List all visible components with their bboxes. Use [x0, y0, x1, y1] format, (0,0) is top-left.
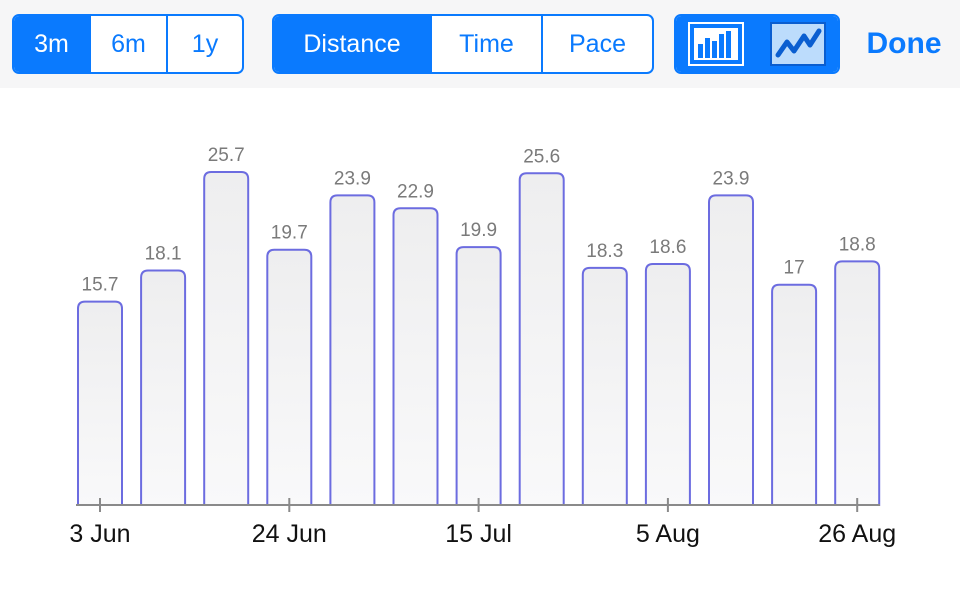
bar-value-label: 18.1 [145, 243, 182, 264]
chart-bar [140, 269, 187, 506]
x-axis-tick-label: 24 Jun [252, 520, 327, 548]
metric-pace-button[interactable]: Pace [569, 29, 626, 58]
bar-value-label: 22.9 [397, 181, 434, 202]
bar-value-label: 25.6 [523, 146, 560, 167]
bar-chart-icon [687, 22, 744, 66]
bar-value-label: 19.9 [460, 220, 497, 241]
chart-bar [266, 248, 313, 506]
x-axis-tick-label: 3 Jun [69, 520, 130, 548]
chart-bar [581, 266, 628, 506]
bar-value-label: 23.9 [713, 168, 750, 189]
metric-time-button[interactable]: Time [432, 16, 543, 72]
range-1y-button[interactable]: 1y [191, 29, 219, 58]
x-axis-tick-label: 15 Jul [445, 520, 512, 548]
done-button[interactable]: Done [866, 27, 942, 60]
chart-type-segmented-control [674, 14, 840, 74]
chart-bar [77, 300, 123, 506]
chart-bar [834, 260, 881, 506]
range-6m-button[interactable]: 6m [91, 16, 168, 72]
chart-bar [392, 207, 439, 506]
range-3m-button[interactable]: 3m [14, 16, 91, 72]
chart-bar [203, 171, 250, 506]
metric-segmented-control: Distance Time Pace [272, 14, 654, 74]
distance-bar-chart: 15.7 18.1 25.7 19.7 23.9 22.9 19.9 25.6 18.3 18.6… [69, 145, 896, 548]
bar-value-label: 23.9 [334, 168, 371, 189]
x-axis-tick-label: 26 Aug [818, 520, 896, 548]
bar-value-label: 18.6 [649, 237, 686, 258]
bar-value-label: 18.8 [839, 234, 876, 255]
chart-bar [329, 194, 376, 506]
chart-bar [771, 283, 818, 506]
chart-bar [644, 262, 691, 506]
chart-bar [455, 246, 502, 506]
metric-distance-button[interactable]: Distance [274, 16, 432, 72]
chart-bar [708, 194, 754, 506]
x-axis-tick-label: 5 Aug [636, 520, 700, 548]
time-range-segmented-control: 3m 6m 1y [12, 14, 244, 74]
bar-chart-button[interactable] [676, 16, 758, 72]
bar-value-label: 15.7 [82, 275, 119, 296]
bar-value-label: 25.7 [208, 145, 245, 166]
line-chart-icon [769, 22, 826, 66]
bar-value-label: 17 [784, 258, 805, 279]
toolbar: 3m 6m 1y Distance Time Pace [0, 0, 960, 88]
bar-value-label: 18.3 [586, 241, 623, 262]
chart-bar [518, 172, 565, 506]
bar-value-label: 19.7 [271, 223, 308, 244]
line-chart-button[interactable] [757, 16, 838, 72]
